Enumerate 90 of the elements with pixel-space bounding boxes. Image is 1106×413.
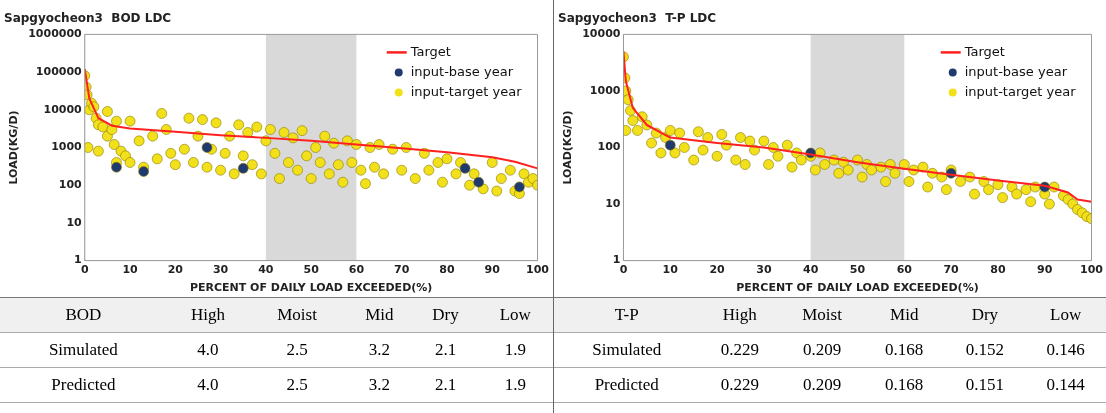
point — [514, 181, 525, 193]
text: Dry — [944, 297, 1026, 333]
text: 4.0 — [166, 367, 250, 403]
text: Mid — [345, 297, 414, 333]
text: High — [166, 297, 250, 333]
text: 0.146 — [1025, 332, 1106, 368]
legend-label: input-base year — [410, 63, 514, 79]
text: 0.168 — [863, 367, 945, 403]
y-axis-title: LOAD(KG/D) — [561, 110, 575, 185]
legend-label: input-target year — [410, 83, 523, 99]
x-tick-label: 20 — [167, 263, 184, 277]
text: 0.144 — [1025, 367, 1106, 403]
x-tick-label: 90 — [484, 263, 501, 277]
x-tick-label: 90 — [1037, 263, 1053, 277]
x-tick-label: 70 — [943, 263, 960, 277]
x-tick-label: 80 — [990, 263, 1006, 277]
text: 3.2 — [345, 332, 414, 368]
chart-title: Sapgyocheon3 BOD LDC — [4, 11, 172, 26]
text: Mid — [863, 297, 945, 333]
text: BOD — [0, 297, 167, 333]
text: Simulated — [554, 332, 700, 368]
text: High — [699, 297, 781, 333]
x-tick-label: 50 — [303, 263, 320, 277]
text: 0.152 — [944, 332, 1026, 368]
point — [138, 166, 149, 177]
x-tick-label: 40 — [803, 263, 819, 277]
text: 0.229 — [699, 332, 781, 368]
text: Predicted — [0, 367, 167, 403]
text: 2.5 — [249, 367, 346, 403]
text: 0.229 — [699, 367, 781, 403]
x-tick-label: 100 — [1080, 263, 1104, 277]
y-tick-label: 1000000 — [28, 27, 83, 41]
y-tick-label: 10000 — [582, 27, 621, 41]
text: 4.0 — [166, 332, 250, 368]
x-tick-label: 0 — [80, 263, 89, 277]
y-tick-label: 1 — [74, 253, 82, 267]
chart-title: Sapgyocheon3 T-P LDC — [558, 11, 717, 26]
x-tick-label: 60 — [348, 263, 365, 277]
x-tick-label: 0 — [619, 263, 628, 277]
point — [459, 163, 471, 174]
text: 3.2 — [345, 367, 414, 403]
legend-label: input-base year — [964, 63, 1068, 79]
legend-label: Target — [409, 43, 451, 59]
point — [473, 176, 484, 188]
x-tick-label: 70 — [394, 263, 410, 277]
point — [664, 139, 676, 151]
y-tick-label: 10000 — [43, 102, 83, 116]
x-tick-label: 30 — [212, 263, 229, 277]
point — [111, 161, 122, 173]
y-tick-label: 10 — [605, 196, 621, 210]
x-axis-title: PERCENT OF DAILY LOAD EXCEEDED(%) — [736, 281, 979, 295]
text: 1.9 — [477, 332, 553, 368]
text: Predicted — [554, 367, 700, 403]
x-tick-label: 10 — [122, 263, 139, 277]
y-tick-label: 10 — [66, 215, 83, 229]
x-axis-title: PERCENT OF DAILY LOAD EXCEEDED(%) — [189, 281, 433, 295]
point — [201, 142, 213, 153]
y-axis-title: LOAD(KG/D) — [7, 110, 21, 185]
text: Moist — [780, 297, 864, 333]
y-tick-label: 1000 — [589, 83, 621, 97]
text: Low — [477, 297, 553, 333]
x-tick-label: 80 — [439, 263, 455, 277]
x-tick-label: 20 — [709, 263, 726, 277]
text: 0.168 — [863, 332, 945, 368]
text: 1.9 — [477, 367, 553, 403]
y-tick-label: 100 — [597, 140, 621, 154]
y-tick-label: 100000 — [35, 64, 83, 78]
text: 2.5 — [249, 332, 346, 368]
x-tick-label: 60 — [896, 263, 913, 277]
text: 2.1 — [413, 367, 478, 403]
legend-label: input-target year — [964, 83, 1077, 99]
x-tick-label: 100 — [526, 263, 550, 277]
y-tick-label: 1 — [612, 253, 621, 267]
x-tick-label: 50 — [849, 263, 866, 277]
text: T-P — [554, 297, 700, 333]
text: Moist — [249, 297, 346, 333]
x-tick-label: 10 — [662, 263, 679, 277]
x-tick-label: 40 — [258, 263, 274, 277]
point — [237, 163, 249, 174]
text: 0.209 — [780, 367, 864, 403]
x-tick-label: 30 — [756, 263, 772, 277]
legend-label: Target — [963, 43, 1005, 59]
text: Low — [1025, 297, 1106, 333]
y-tick-label: 1000 — [51, 140, 83, 154]
text: 2.1 — [413, 332, 478, 368]
text: Simulated — [0, 332, 167, 368]
y-tick-label: 100 — [58, 178, 83, 192]
text: 0.209 — [780, 332, 864, 368]
text: 0.151 — [944, 367, 1026, 403]
text: Dry — [413, 297, 478, 333]
